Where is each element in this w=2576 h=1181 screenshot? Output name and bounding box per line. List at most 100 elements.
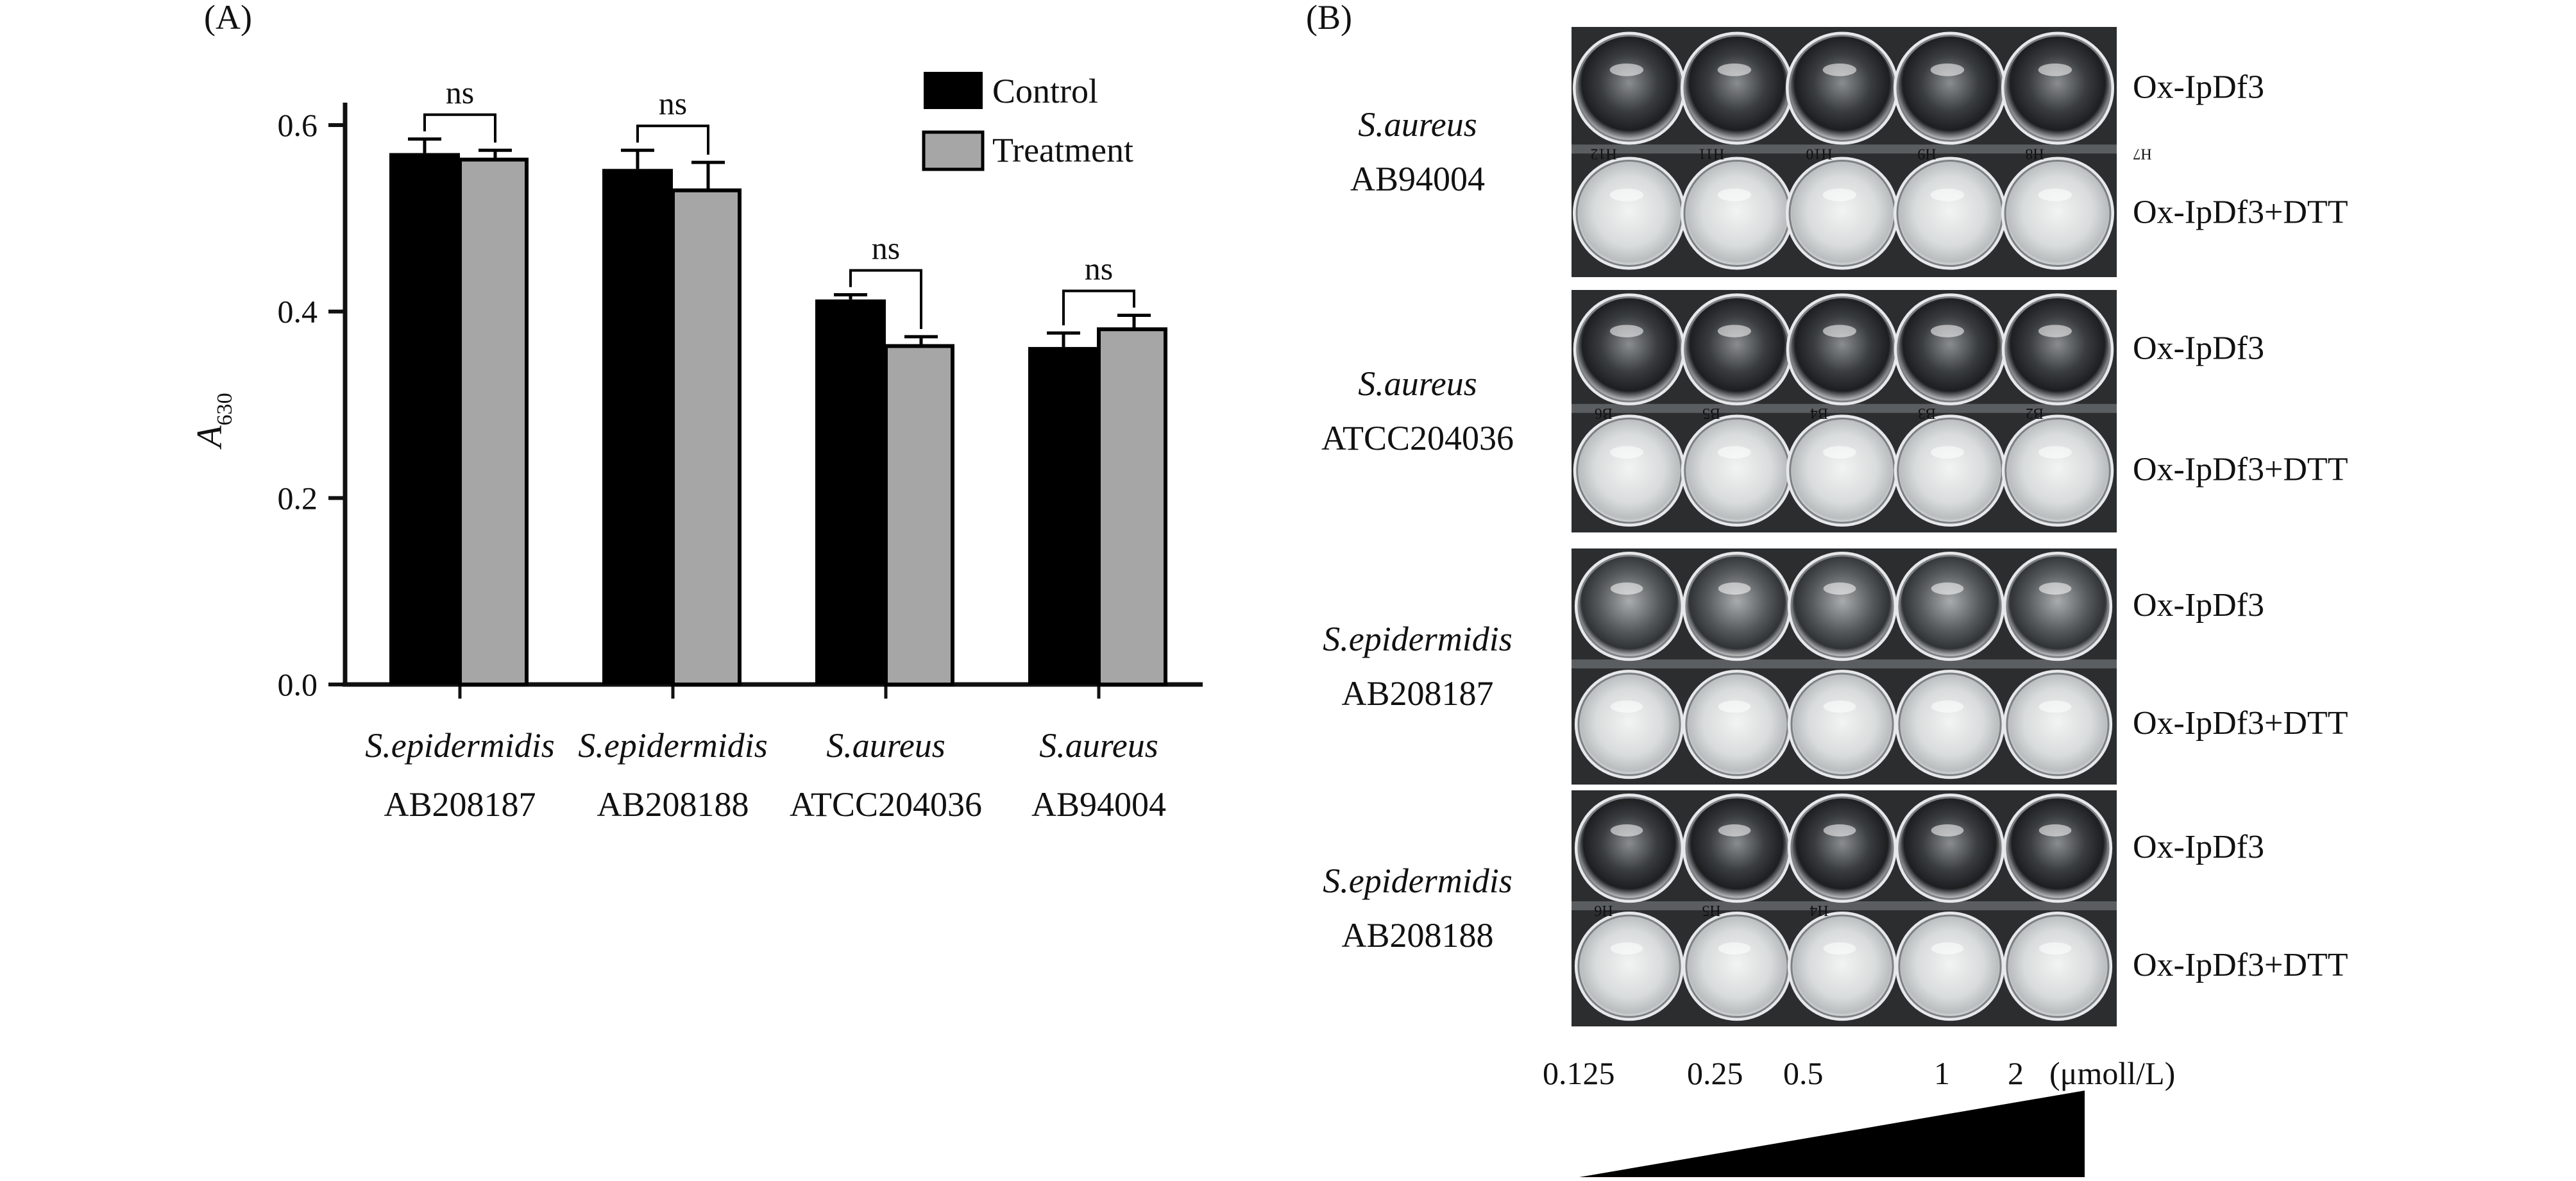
well-id-label: H8	[2025, 146, 2044, 162]
well-highlight	[2038, 189, 2072, 201]
well	[1684, 296, 1790, 403]
well	[2004, 160, 2112, 268]
concentration-label: 0.5	[1783, 1055, 1824, 1091]
well-highlight	[1823, 824, 1856, 837]
well-highlight	[1930, 189, 1965, 201]
x-tick-label-species: S.aureus	[1039, 726, 1158, 765]
x-tick-label-species: S.epidermidis	[578, 726, 767, 765]
well	[2004, 35, 2112, 142]
well	[1788, 35, 1896, 142]
well-id-label: H11	[1699, 146, 1724, 162]
well-highlight	[1718, 942, 1751, 955]
well-highlight	[2038, 824, 2072, 837]
significance-label: ns	[446, 74, 474, 110]
well-highlight	[1822, 189, 1857, 201]
row-label: Ox-IpDf3	[2133, 587, 2264, 624]
concentration-scale: 0.125 0.25 0.5 1 2 (μmoll/L)	[1543, 1055, 2175, 1177]
bar-treatment	[1097, 327, 1167, 686]
x-axis	[343, 682, 1203, 699]
well	[2006, 914, 2110, 1018]
well	[1790, 554, 1894, 658]
plate-photo	[1572, 548, 2117, 785]
well	[2004, 296, 2111, 403]
well-id-label: H12	[1590, 146, 1616, 162]
well-id-label: H9	[1917, 146, 1936, 162]
well	[1684, 417, 1790, 524]
plate-row-divider	[1572, 404, 2117, 413]
concentration-label: 2	[2008, 1055, 2024, 1091]
well-highlight	[1718, 582, 1751, 595]
well	[2006, 554, 2110, 658]
row-label: Ox-IpDf3	[2133, 69, 2264, 106]
well-highlight	[1823, 700, 1856, 713]
row-label: Ox-IpDf3+DTT	[2133, 452, 2348, 488]
well-highlight	[2038, 700, 2072, 713]
bar-treatment	[884, 344, 954, 686]
well-highlight	[1718, 700, 1751, 713]
y-tick-label: 0.2	[278, 480, 318, 516]
panel-a-label: (A)	[204, 0, 252, 37]
strain-label: ATCC204036	[1321, 419, 1514, 457]
well	[1575, 160, 1683, 268]
well-highlight	[1931, 582, 1964, 595]
well	[1790, 672, 1894, 776]
strain-label: AB208188	[1341, 916, 1493, 955]
strain-label: AB94004	[1350, 160, 1485, 198]
plate-row-divider	[1572, 659, 2117, 668]
well	[1898, 672, 2002, 776]
legend-label-treatment: Treatment	[992, 131, 1133, 169]
well	[1575, 35, 1683, 142]
plate-row-divider	[1572, 144, 2117, 154]
well-highlight	[1931, 700, 1964, 713]
well-highlight	[1823, 942, 1856, 955]
significance-label: ns	[872, 230, 900, 266]
plate-photo: B6 B5 B4 B3 B2	[1572, 290, 2117, 532]
well-highlight	[1822, 446, 1856, 459]
well	[1685, 672, 1789, 776]
concentration-unit: (μmoll/L)	[2049, 1055, 2175, 1091]
well	[1898, 796, 2002, 900]
well-highlight	[1610, 700, 1643, 713]
concentration-label: 0.125	[1543, 1055, 1615, 1091]
well	[1897, 296, 2003, 403]
well	[1897, 417, 2003, 524]
well-id-label: B5	[1702, 405, 1720, 421]
concentration-gradient-wedge	[1579, 1091, 2085, 1177]
row-label: Ox-IpDf3	[2133, 829, 2264, 865]
y-axis-label: A630	[190, 393, 237, 450]
well	[1896, 35, 2004, 142]
well-id-label: B2	[2026, 405, 2044, 421]
well	[1685, 554, 1789, 658]
well-highlight	[2038, 582, 2072, 595]
well	[1685, 796, 1789, 900]
well	[1788, 160, 1896, 268]
well-id-label: H5	[1702, 902, 1720, 919]
well-plate-photos: H12 H11 H10 H9 H8 H7 B6 B5 B4 B3 B2 H6 H5 H4	[1572, 27, 2152, 1026]
significance-bracket	[636, 124, 709, 155]
legend-swatch-treatment	[922, 130, 985, 171]
well-id-label: H10	[1806, 146, 1832, 162]
well-highlight	[1930, 64, 1965, 76]
well-id-label: H6	[1594, 902, 1613, 919]
plate-photo: H12 H11 H10 H9 H8 H7	[1572, 27, 2152, 277]
well	[1683, 35, 1791, 142]
well	[1789, 417, 1895, 524]
well-id-label: B4	[1810, 405, 1828, 421]
species-label: S.epidermidis	[1323, 620, 1512, 658]
x-tick-label-species: S.aureus	[826, 726, 945, 765]
x-tick-label-strain: AB208188	[597, 785, 749, 824]
well	[1789, 296, 1895, 403]
bar-control	[815, 299, 886, 685]
x-tick-label-species: S.epidermidis	[365, 726, 554, 765]
well-highlight	[1609, 189, 1644, 201]
row-label: Ox-IpDf3+DTT	[2133, 194, 2348, 231]
legend-label-control: Control	[992, 72, 1098, 110]
well-highlight	[1610, 824, 1643, 837]
well-highlight	[1717, 446, 1751, 459]
plate-row-divider	[1572, 901, 2117, 910]
panel-b-label: (B)	[1306, 0, 1352, 37]
well	[1577, 796, 1681, 900]
well-highlight	[1718, 824, 1751, 837]
well-highlight	[1931, 824, 1964, 837]
